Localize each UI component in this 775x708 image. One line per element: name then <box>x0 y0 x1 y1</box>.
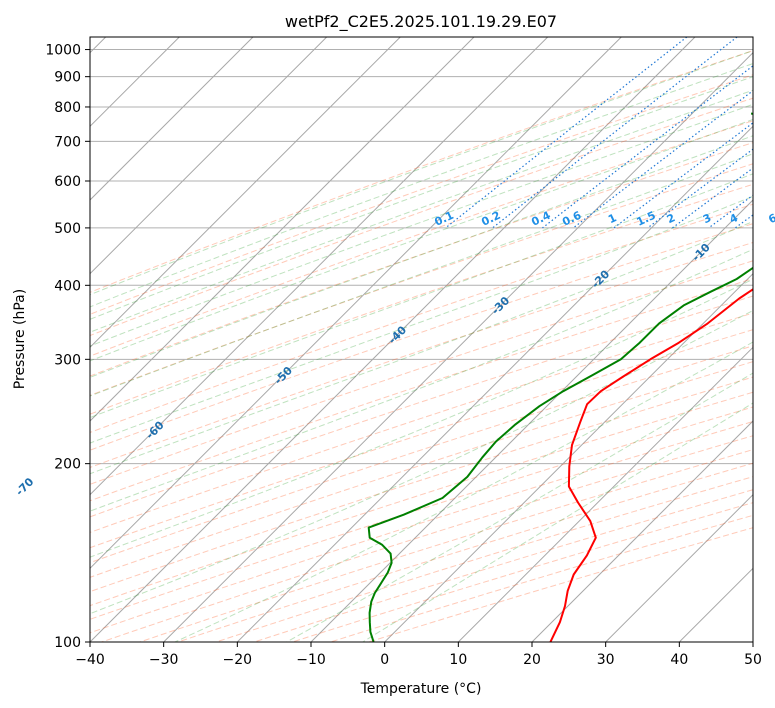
isotherm-line <box>90 37 549 496</box>
x-axis: −40 −30 −20 −10 0 10 20 30 40 50 <box>75 642 762 668</box>
mixing-ratio-line <box>572 89 753 229</box>
dry-adiabat-line <box>101 435 753 642</box>
dewpoint-line <box>367 112 753 642</box>
dry-adiabat-line <box>330 514 753 642</box>
moist-adiabat-line <box>90 89 753 333</box>
chart-title: wetPf2_C2E5.2025.101.19.29.E07 <box>285 12 557 32</box>
y-tick-label: 800 <box>54 100 81 116</box>
dry-adiabat-line <box>90 295 753 518</box>
moist-adiabat-line <box>90 309 753 615</box>
isotherm-line <box>457 346 753 642</box>
dry-adiabat-line <box>90 345 753 564</box>
moist-adiabat-line <box>90 195 753 444</box>
x-tick-label: 0 <box>380 652 389 668</box>
dry-adiabat-line <box>90 361 753 578</box>
y-tick-label: 200 <box>54 457 81 473</box>
x-tick-label: −10 <box>296 652 326 668</box>
x-tick-label: 50 <box>744 652 762 668</box>
isotherm-line <box>90 37 475 422</box>
dry-adiabat-line <box>90 329 753 549</box>
x-tick-label: 30 <box>597 652 615 668</box>
isotherm-line <box>90 37 696 642</box>
series-layer <box>367 112 753 642</box>
moist-adiabat-line <box>90 278 753 558</box>
isotherm-line <box>384 272 753 642</box>
mixing-ratio-line <box>672 167 753 229</box>
isotherm-line <box>90 37 254 201</box>
isotherm-line <box>236 125 753 642</box>
moist-adiabat-line <box>90 248 753 512</box>
x-tick-label: −40 <box>75 652 105 668</box>
dry-adiabat-line <box>90 74 753 315</box>
dry-adiabat-line <box>254 489 753 642</box>
x-tick-label: −20 <box>223 652 253 668</box>
isotherm-label: -70 <box>13 475 36 498</box>
x-axis-label: Temperature (°C) <box>360 681 482 697</box>
dry-adiabat-line <box>90 163 753 396</box>
moist-adiabat-line <box>90 76 753 320</box>
isotherm-line <box>90 37 401 349</box>
dry-adiabat-line <box>177 462 753 642</box>
x-tick-label: 40 <box>670 652 688 668</box>
moist-adiabat-line <box>90 220 753 475</box>
dry-adiabat-line <box>90 376 753 593</box>
isotherm-line <box>90 37 622 570</box>
y-axis: 100 200 300 400 500 600 700 800 900 1000 <box>45 43 90 651</box>
dry-adiabat-line <box>90 120 753 357</box>
x-tick-label: 20 <box>523 652 541 668</box>
isotherm-line <box>605 493 753 642</box>
y-tick-label: 400 <box>54 278 81 294</box>
isotherm-line <box>310 199 753 642</box>
moist-adiabat-line <box>90 103 753 347</box>
dry-adiabat-line <box>90 278 753 502</box>
y-tick-label: 500 <box>54 221 81 237</box>
moist-adiabat-line <box>90 173 753 419</box>
y-tick-label: 900 <box>54 70 81 86</box>
moist-adiabat-line <box>90 153 753 397</box>
dry-adiabat-line <box>90 223 753 451</box>
mixing-ratio-line <box>542 65 753 229</box>
x-tick-label: −30 <box>149 652 179 668</box>
y-tick-label: 100 <box>54 635 81 651</box>
y-tick-label: 700 <box>54 134 81 150</box>
y-tick-label: 1000 <box>45 43 81 59</box>
dry-adiabat-line <box>90 142 753 377</box>
mixing-ratio-line <box>492 37 738 229</box>
isotherm-line <box>531 420 753 642</box>
background-lines <box>90 37 753 642</box>
temperature-line <box>549 288 753 642</box>
isotherm-line <box>752 641 753 642</box>
isotherm-line <box>90 37 328 275</box>
mixing-ratio-label: 6 <box>766 211 775 226</box>
dry-adiabat-line <box>90 97 753 337</box>
plot-frame <box>89 36 754 643</box>
y-tick-label: 600 <box>54 174 81 190</box>
dry-adiabat-line <box>90 241 753 468</box>
plot-area <box>90 37 753 642</box>
dry-adiabat-line <box>90 406 753 620</box>
x-tick-label: 10 <box>449 652 467 668</box>
y-tick-label: 300 <box>54 352 81 368</box>
isotherm-line <box>163 51 753 642</box>
y-axis-label: Pressure (hPa) <box>12 289 28 389</box>
